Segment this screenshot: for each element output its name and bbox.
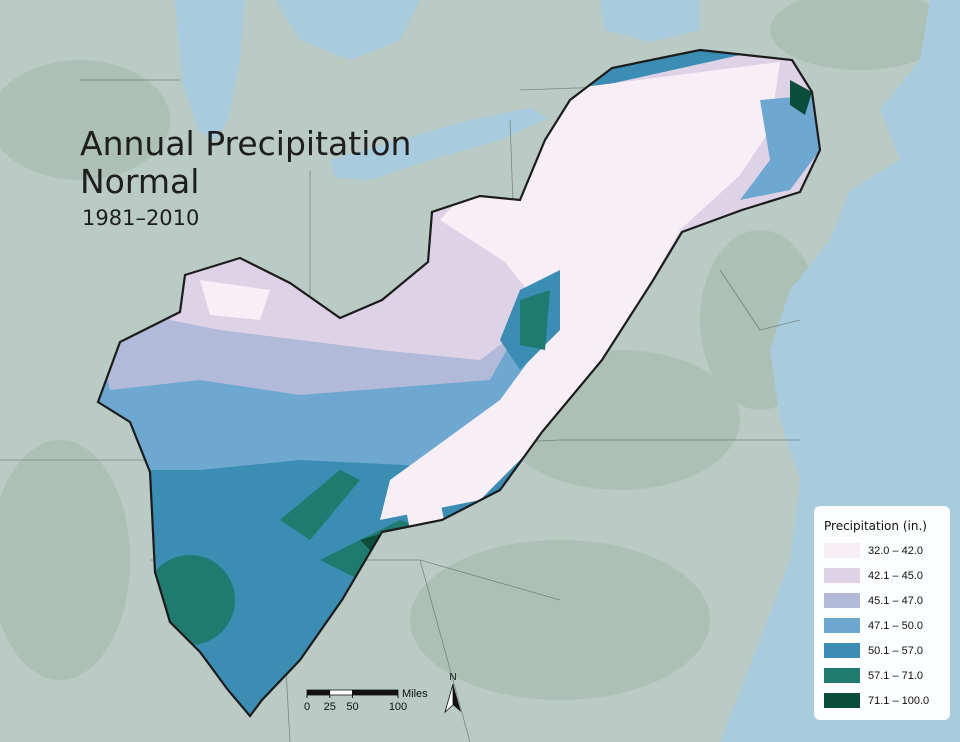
- legend-label: 32.0 – 42.0: [868, 545, 923, 557]
- subtitle: 1981–2010: [82, 206, 199, 230]
- title-line: Annual Precipitation: [80, 124, 411, 163]
- legend-swatch: [824, 543, 860, 558]
- scale-bar: Miles 0 25 50 100: [304, 688, 428, 713]
- legend-label: 45.1 – 47.0: [868, 595, 923, 607]
- legend-swatch: [824, 668, 860, 683]
- precip-zone: [200, 280, 270, 320]
- scale-label: 50: [346, 701, 358, 713]
- title-line: Normal: [80, 162, 199, 201]
- precip-zone: [280, 470, 360, 540]
- legend-swatch: [824, 693, 860, 708]
- legend-label: 57.1 – 71.0: [868, 670, 923, 682]
- scale-segment: [329, 689, 353, 696]
- north-arrow-half: [444, 683, 454, 714]
- scale-segment: [306, 689, 331, 696]
- legend-swatch: [824, 593, 860, 608]
- precip-zone: [740, 95, 820, 200]
- precip-zone: [790, 80, 812, 115]
- legend-label: 50.1 – 57.0: [868, 645, 923, 657]
- precip-zone: [380, 62, 780, 520]
- north-label: N: [449, 672, 456, 683]
- north-arrow-half: [453, 684, 461, 712]
- legend-label: 71.1 – 100.0: [868, 695, 929, 707]
- precip-zone: [520, 290, 550, 350]
- legend-title: Precipitation (in.): [824, 519, 927, 533]
- lake-michigan: [175, 0, 245, 140]
- lake-ontario: [600, 0, 700, 42]
- legend-swatch: [824, 643, 860, 658]
- legend-label: 42.1 – 45.0: [868, 570, 923, 582]
- legend: Precipitation (in.) 32.0 – 42.0 42.1 – 45…: [814, 506, 950, 720]
- lake-erie: [330, 108, 548, 180]
- legend-box: [814, 506, 950, 720]
- legend-label: 47.1 – 50.0: [868, 620, 923, 632]
- legend-swatch: [824, 618, 860, 633]
- scale-segment: [352, 689, 399, 696]
- legend-swatch: [824, 568, 860, 583]
- lake-huron: [275, 0, 420, 60]
- scale-label: 0: [304, 701, 310, 713]
- scale-unit: Miles: [402, 688, 428, 700]
- scale-label: 25: [324, 701, 336, 713]
- scale-label: 100: [389, 701, 407, 713]
- north-arrow: N: [444, 672, 461, 714]
